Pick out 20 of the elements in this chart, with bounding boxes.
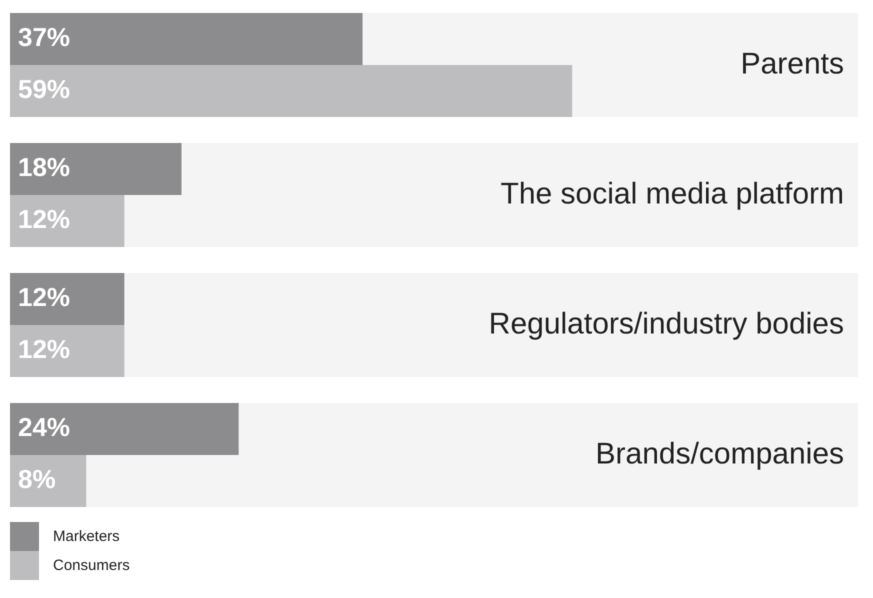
data-label: 12% bbox=[18, 204, 70, 234]
data-label: 59% bbox=[18, 74, 70, 104]
y-tick-label: Brands/companies bbox=[596, 437, 844, 470]
data-label: 18% bbox=[18, 152, 70, 182]
legend-label: Consumers bbox=[53, 557, 130, 574]
bar bbox=[10, 195, 124, 247]
y-tick-label: Regulators/industry bodies bbox=[488, 307, 844, 340]
bar bbox=[10, 143, 182, 195]
data-label: 12% bbox=[18, 282, 70, 312]
bar bbox=[10, 273, 124, 325]
bar bbox=[10, 325, 124, 377]
bar bbox=[10, 403, 239, 455]
bar bbox=[10, 455, 86, 507]
legend-label: Marketers bbox=[53, 528, 120, 545]
y-tick-label: Parents bbox=[740, 47, 844, 80]
data-label: 37% bbox=[18, 22, 70, 52]
y-tick-label: The social media platform bbox=[500, 177, 844, 210]
data-label: 24% bbox=[18, 412, 70, 442]
data-label: 8% bbox=[18, 464, 56, 494]
data-label: 12% bbox=[18, 334, 70, 364]
